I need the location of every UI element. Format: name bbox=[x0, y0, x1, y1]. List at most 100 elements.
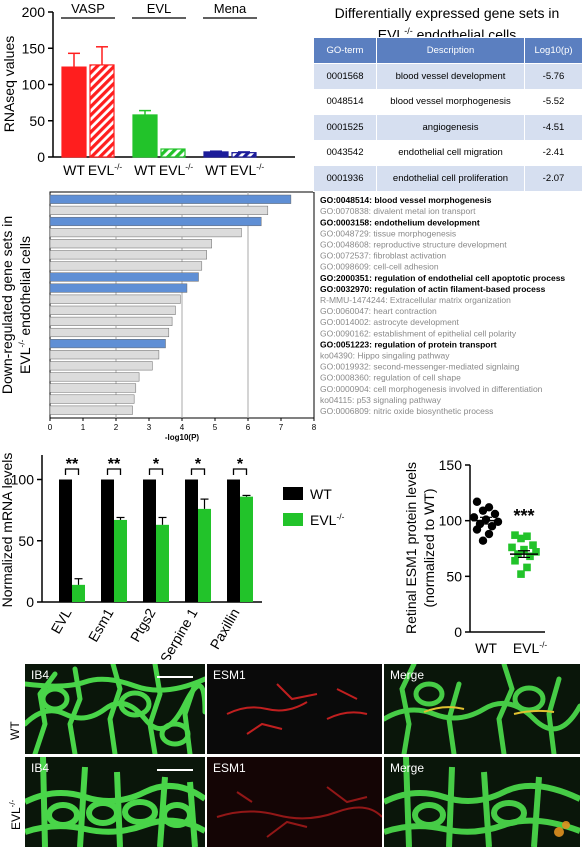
table-header-description: Description bbox=[376, 37, 525, 64]
go-bar bbox=[49, 216, 262, 227]
esm1-point-wt bbox=[469, 513, 479, 522]
esm1-point-wt bbox=[487, 522, 497, 531]
qpcr-bar-wt bbox=[59, 479, 72, 602]
qpcr-bar-evl bbox=[114, 519, 127, 602]
rnaseq-bar bbox=[132, 114, 158, 158]
esm1-point-wt bbox=[484, 529, 494, 539]
qpcr-bar-evl bbox=[198, 508, 211, 602]
table-cell: -2.07 bbox=[524, 165, 583, 192]
go-term-label: GO:0072537: fibroblast activation bbox=[320, 251, 446, 261]
rnaseq-bar bbox=[203, 151, 229, 158]
go-term-label: GO:0014002: astrocyte development bbox=[320, 317, 460, 327]
qpcr-y-axis-label: Normalized mRNA levels bbox=[0, 453, 15, 608]
go-term-label: GO:0090162: establishment of epithelial … bbox=[320, 328, 517, 338]
rnaseq-group-label: Mena bbox=[214, 1, 247, 16]
esm1-significance-stars: *** bbox=[513, 506, 534, 526]
esm1-point-wt bbox=[490, 509, 500, 519]
qpcr-bar-wt bbox=[185, 479, 198, 602]
rnaseq-y-tick-label: 100 bbox=[22, 77, 46, 93]
qpcr-y-tick-label: 0 bbox=[26, 594, 34, 610]
qpcr-x-tick-label: Ptgs2 bbox=[127, 605, 159, 644]
table-cell: 0043542 bbox=[313, 139, 377, 166]
esm1-point-evl bbox=[520, 545, 528, 554]
go-x-tick-label: 2 bbox=[114, 423, 119, 432]
merge-image bbox=[384, 757, 580, 847]
table-cell: -5.52 bbox=[524, 88, 583, 115]
table-cell: -2.41 bbox=[524, 139, 583, 166]
esm1-x-tick-label: WT bbox=[475, 640, 497, 656]
rnaseq-x-tick-label: EVL-/- bbox=[88, 161, 123, 178]
go-bar bbox=[49, 194, 292, 204]
image-wt-merge: Merge bbox=[384, 664, 580, 754]
esm1-point-wt bbox=[493, 517, 503, 526]
table-row: 0043542 endothelial cell migration -2.41 bbox=[313, 139, 583, 166]
go-x-tick-label: 5 bbox=[213, 423, 218, 432]
rnaseq-y-tick-label: 150 bbox=[22, 40, 46, 56]
esm1-point-evl bbox=[532, 548, 540, 556]
ib4-vessel-image bbox=[25, 757, 205, 847]
scale-bar bbox=[157, 676, 193, 678]
table-cell: -4.51 bbox=[524, 114, 583, 141]
go-term-table: GO-term Description Log10(p) 0001568 bloo… bbox=[313, 37, 583, 192]
row-label-evl-text: EVL bbox=[9, 807, 23, 830]
go-term-label: GO:0060047: heart contraction bbox=[320, 306, 437, 316]
go-bar bbox=[49, 250, 207, 260]
row-label-evl-sup: -/- bbox=[8, 799, 17, 808]
go-x-axis-label: -log10(P) bbox=[165, 433, 200, 442]
table-title-line1: Differentially expressed gene sets in bbox=[334, 5, 560, 21]
qpcr-significance-stars: * bbox=[153, 456, 160, 473]
go-bar bbox=[49, 272, 199, 282]
go-term-label: GO:0032970: regulation of actin filament… bbox=[320, 284, 546, 294]
qpcr-significance-bracket bbox=[190, 468, 206, 475]
panel-label-esm1: ESM1 bbox=[213, 668, 246, 682]
go-x-tick-label: 7 bbox=[279, 423, 284, 432]
qpcr-significance-stars: * bbox=[237, 456, 244, 473]
qpcr-x-tick-label: Serpine 1 bbox=[157, 605, 201, 660]
table-row: 0001525 angiogenesis -4.51 bbox=[313, 114, 583, 141]
qpcr-bar-evl bbox=[156, 524, 169, 602]
image-row-label-wt: WT bbox=[8, 721, 22, 740]
go-x-tick-label: 6 bbox=[246, 423, 251, 432]
go-term-label: GO:0003158: endothelium development bbox=[320, 217, 480, 227]
table-title-sup: -/- bbox=[404, 26, 413, 36]
go-term-label: GO:0006809: nitric oxide biosynthetic pr… bbox=[320, 406, 493, 416]
rnaseq-x-tick-label: WT bbox=[134, 162, 156, 178]
table-cell: 0048514 bbox=[313, 88, 377, 115]
go-x-tick-label: 1 bbox=[81, 423, 86, 432]
go-x-tick-label: 3 bbox=[147, 423, 152, 432]
qpcr-legend-label-evl: EVL-/- bbox=[310, 511, 345, 528]
image-wt-ib4: IB4 bbox=[25, 664, 205, 754]
table-cell: angiogenesis bbox=[376, 114, 525, 141]
table-row: 0001936 endothelial cell proliferation -2.… bbox=[313, 165, 583, 192]
rnaseq-group-label: VASP bbox=[71, 1, 105, 16]
qpcr-significance-stars: ** bbox=[108, 456, 121, 473]
panel-label-merge: Merge bbox=[390, 761, 425, 775]
esm1-point-evl bbox=[508, 543, 516, 552]
go-bar bbox=[49, 305, 176, 315]
go-term-label: GO:0048608: reproductive structure devel… bbox=[320, 240, 507, 250]
table-cell: 0001936 bbox=[313, 165, 377, 192]
go-term-label: GO:0070838: divalent metal ion transport bbox=[320, 206, 476, 216]
esm1-point-evl bbox=[511, 556, 519, 565]
table-cell: 0001525 bbox=[313, 114, 377, 141]
panel-label-merge: Merge bbox=[390, 668, 425, 682]
esm1-y-axis-label-line2: (normalized to WT) bbox=[421, 488, 437, 607]
rnaseq-bar bbox=[160, 148, 186, 158]
qpcr-bar-wt bbox=[227, 479, 240, 602]
rnaseq-y-tick-label: 200 bbox=[22, 4, 46, 20]
qpcr-legend-swatch-wt bbox=[283, 487, 303, 500]
qpcr-significance-bracket bbox=[232, 468, 248, 475]
rnaseq-x-tick-label: WT bbox=[63, 162, 85, 178]
table-cell: endothelial cell migration bbox=[376, 139, 525, 166]
go-x-tick-label: 8 bbox=[312, 423, 317, 432]
esm1-point-wt bbox=[472, 525, 482, 534]
table-cell: blood vessel morphogenesis bbox=[376, 88, 525, 115]
table-cell: endothelial cell proliferation bbox=[376, 165, 525, 192]
go-bar bbox=[49, 294, 181, 304]
panel-label-ib4: IB4 bbox=[31, 761, 50, 775]
esm1-point-evl bbox=[523, 563, 531, 572]
go-term-label: GO:0048514: blood vessel morphogenesis bbox=[320, 195, 492, 205]
esm1-point-evl bbox=[529, 541, 537, 549]
panel-label-ib4: IB4 bbox=[31, 668, 50, 682]
go-bar bbox=[49, 239, 212, 249]
